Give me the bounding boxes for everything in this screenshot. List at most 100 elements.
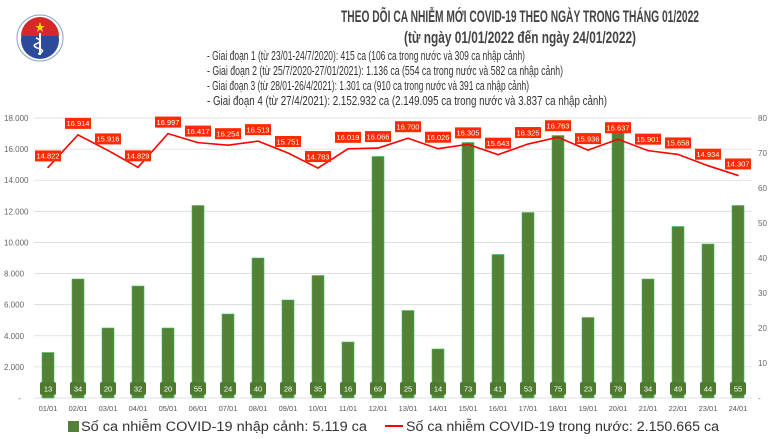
bar-label-box bbox=[640, 382, 656, 395]
line-data-label: 15.658 bbox=[667, 139, 690, 148]
right-tick-label: 10 bbox=[758, 359, 767, 368]
line-data-label: 16.066 bbox=[367, 132, 390, 141]
x-tick-label: 05/01 bbox=[159, 404, 178, 413]
left-tick-label: 4.000 bbox=[4, 332, 25, 341]
bar-data-label: 41 bbox=[494, 385, 502, 394]
bar-label-box bbox=[340, 382, 356, 395]
line-label-box bbox=[455, 127, 481, 139]
bar-06/01 bbox=[191, 205, 205, 399]
phase-note: - Giai đoạn 3 (từ 28/01-26/4/2021): 1.30… bbox=[207, 78, 529, 93]
left-tick-label: 8.000 bbox=[4, 270, 25, 279]
x-tick-label: 01/01 bbox=[39, 404, 58, 413]
bar-22/01 bbox=[671, 226, 685, 399]
bar-data-label: 16 bbox=[344, 385, 352, 394]
bar-label-box bbox=[70, 382, 86, 395]
bar-data-label: 34 bbox=[644, 385, 652, 394]
gridlines bbox=[34, 117, 752, 399]
line-point-01/01 bbox=[47, 166, 49, 169]
left-tick-label: 10.000 bbox=[4, 238, 29, 247]
bar-08/01 bbox=[251, 257, 265, 399]
x-axis: 01/01 02/01 03/01 04/01 05/01 06/01 07/01 08/01… bbox=[39, 404, 748, 413]
bar-label-box bbox=[550, 382, 566, 395]
line-point-12/01 bbox=[377, 147, 379, 149]
bar-data-label: 40 bbox=[254, 385, 262, 394]
line-point-21/01 bbox=[647, 149, 649, 152]
line-data-label: 14.934 bbox=[697, 150, 720, 159]
bar-19/01 bbox=[581, 317, 595, 399]
bar-label-box bbox=[40, 382, 56, 395]
line-data-label: 14.829 bbox=[127, 152, 150, 161]
bar-data-label: 23 bbox=[584, 385, 592, 394]
bar-data-label: 35 bbox=[314, 385, 322, 394]
bar-09/01 bbox=[281, 299, 295, 399]
line-label-box bbox=[575, 133, 601, 145]
line-label-box bbox=[305, 151, 331, 163]
bar-data-label: 32 bbox=[134, 385, 142, 394]
bar-label-box bbox=[580, 382, 596, 395]
bar-data-label: 28 bbox=[284, 385, 292, 394]
line-point-04/01 bbox=[137, 166, 139, 169]
bar-data-label: 73 bbox=[464, 385, 472, 394]
left-tick-label: 2.000 bbox=[4, 363, 25, 372]
line-point-15/01 bbox=[467, 143, 469, 146]
bar-data-label: 24 bbox=[224, 385, 232, 394]
line-point-17/01 bbox=[527, 143, 529, 145]
line-point-24/01 bbox=[737, 174, 739, 177]
bar-12/01 bbox=[371, 156, 385, 399]
x-tick-label: 04/01 bbox=[129, 404, 148, 413]
line-point-02/01 bbox=[77, 134, 79, 136]
line-label-box bbox=[35, 150, 61, 162]
line-label-box bbox=[425, 131, 451, 143]
right-tick-label: - bbox=[758, 394, 761, 403]
bar-data-label: 78 bbox=[614, 385, 622, 394]
legend: Số ca nhiễm COVID-19 nhập cảnh: 5.119 ca… bbox=[68, 419, 720, 434]
bar-24/01 bbox=[731, 205, 745, 399]
line-point-06/01 bbox=[197, 141, 199, 144]
bar-10/01 bbox=[311, 275, 325, 399]
bar-series: 13 34 20 32 20 55 24 40 28 35 16 69 25 14 73 41 53 75 23 78… bbox=[40, 124, 746, 399]
line-label-box bbox=[635, 133, 661, 145]
line-label-box bbox=[275, 135, 301, 147]
x-tick-label: 09/01 bbox=[279, 404, 298, 413]
line-label-box bbox=[395, 121, 421, 133]
domestic-cases-line bbox=[47, 132, 739, 177]
line-point-08/01 bbox=[257, 140, 259, 142]
header: THEO DÕI CA NHIỄM MỚI COVID-19 THEO NGÀY… bbox=[207, 6, 699, 108]
line-data-label: 15.916 bbox=[97, 135, 120, 144]
line-label-box bbox=[245, 124, 271, 136]
bar-18/01 bbox=[551, 135, 565, 399]
line-data-label: 16.997 bbox=[157, 118, 180, 127]
bar-data-label: 49 bbox=[674, 385, 682, 394]
bar-data-label: 55 bbox=[734, 385, 742, 394]
x-tick-label: 20/01 bbox=[609, 404, 628, 413]
bar-label-box bbox=[460, 382, 476, 395]
line-label-box bbox=[665, 137, 691, 149]
left-tick-label: - bbox=[18, 394, 21, 403]
x-tick-label: 11/01 bbox=[339, 404, 357, 413]
bar-20/01 bbox=[611, 124, 625, 399]
bar-label-box bbox=[430, 382, 446, 395]
line-point-07/01 bbox=[227, 144, 229, 146]
line-label-box bbox=[95, 133, 121, 145]
line-series: 14.822 16.914 15.916 14.829 16.997 16.417 16.2… bbox=[35, 116, 751, 177]
x-tick-label: 15/01 bbox=[459, 404, 478, 413]
bar-data-label: 55 bbox=[194, 385, 202, 394]
x-tick-label: 18/01 bbox=[549, 404, 568, 413]
bar-label-box bbox=[100, 382, 116, 395]
line-data-label: 15.643 bbox=[487, 139, 510, 148]
left-axis: - 2.000 4.000 6.000 8.000 10.000 12.000 14.000 1… bbox=[4, 114, 29, 403]
line-point-03/01 bbox=[107, 149, 109, 152]
phase-note: - Giai đoạn 4 (từ 27/4/2021): 2.152.932 … bbox=[207, 93, 607, 108]
x-tick-label: 14/01 bbox=[429, 404, 448, 413]
chart-subtitle: (từ ngày 01/01/2022 đến ngày 24/01/2022) bbox=[404, 28, 636, 47]
line-label-box bbox=[695, 148, 721, 160]
left-tick-label: 12.000 bbox=[4, 207, 29, 216]
bar-16/01 bbox=[491, 254, 505, 399]
phase-note: - Giai đoạn 2 (từ 25/7/2020-27/01/2021):… bbox=[207, 63, 563, 78]
line-data-label: 16.914 bbox=[67, 119, 90, 128]
line-label-box bbox=[215, 128, 241, 140]
bar-label-box bbox=[400, 382, 416, 395]
line-label-box bbox=[365, 131, 391, 143]
left-tick-label: 14.000 bbox=[4, 176, 29, 185]
right-tick-label: 60 bbox=[758, 184, 767, 193]
